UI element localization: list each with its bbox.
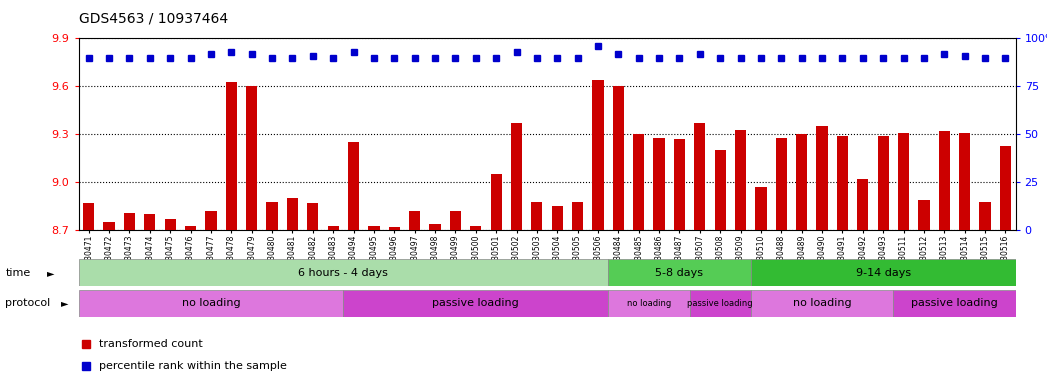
Bar [751,290,893,317]
Bar [751,259,1016,286]
Bar [104,222,115,230]
Bar [694,123,706,230]
Text: no loading: no loading [627,299,671,308]
Text: percentile rank within the sample: percentile rank within the sample [99,361,287,371]
Text: ►: ► [47,268,54,278]
Bar [735,130,747,230]
Bar [164,219,176,230]
Bar [388,227,400,230]
Bar [796,134,807,230]
Bar [898,133,909,230]
Text: no loading: no loading [181,298,240,308]
Text: GDS4563 / 10937464: GDS4563 / 10937464 [79,12,227,25]
Bar [608,259,751,286]
Text: ►: ► [61,298,68,308]
Bar [79,259,608,286]
Text: 9-14 days: 9-14 days [855,268,911,278]
Text: passive loading: passive loading [432,298,519,308]
Bar [226,82,237,230]
Bar [287,199,298,230]
Text: 5-8 days: 5-8 days [655,268,704,278]
Bar [450,211,461,230]
Bar [877,136,889,230]
Bar [470,225,482,230]
Bar [343,290,608,317]
Bar [328,225,339,230]
Bar [1000,146,1011,230]
Bar [83,203,94,230]
Bar [531,202,542,230]
Bar [633,134,644,230]
Bar [817,126,828,230]
Bar [837,136,848,230]
Text: no loading: no loading [793,298,851,308]
Bar [144,214,155,230]
Bar [246,86,258,230]
Text: protocol: protocol [5,298,50,308]
Bar [409,211,420,230]
Bar [857,179,868,230]
Text: transformed count: transformed count [99,339,203,349]
Bar [959,133,971,230]
Bar [893,290,1016,317]
Bar [612,86,624,230]
Bar [755,187,766,230]
Bar [124,213,135,230]
Bar [674,139,685,230]
Bar [79,290,343,317]
Bar [429,224,441,230]
Bar [653,137,665,230]
Text: passive loading: passive loading [911,298,998,308]
Bar [939,131,950,230]
Text: passive loading: passive loading [688,299,753,308]
Bar [511,123,522,230]
Bar [572,202,583,230]
Bar [593,80,603,230]
Bar [552,207,563,230]
Text: time: time [5,268,30,278]
Bar [266,202,277,230]
Bar [348,142,359,230]
Bar [185,225,196,230]
Bar [690,290,751,317]
Bar [608,290,690,317]
Bar [205,211,217,230]
Bar [715,151,726,230]
Text: 6 hours - 4 days: 6 hours - 4 days [298,268,388,278]
Bar [776,137,787,230]
Bar [918,200,930,230]
Bar [369,225,379,230]
Bar [491,174,502,230]
Bar [307,203,318,230]
Bar [979,202,990,230]
